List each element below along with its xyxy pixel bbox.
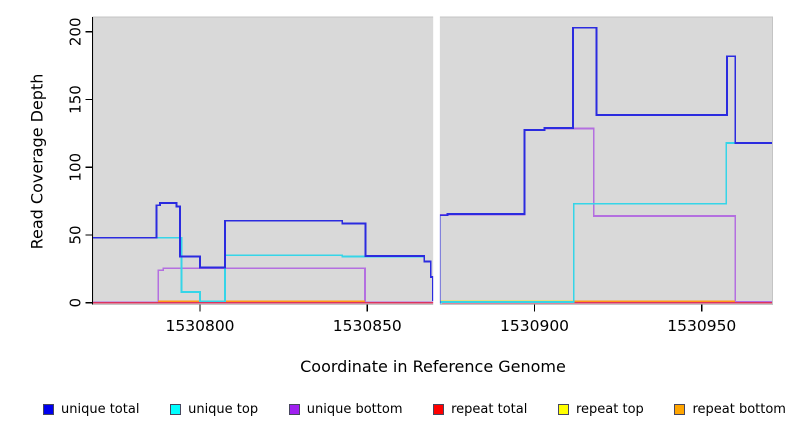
legend-item-repeat-total: repeat total bbox=[433, 401, 528, 417]
series-unique-total bbox=[93, 26, 772, 304]
legend-item-unique-total: unique total bbox=[43, 401, 140, 417]
y-tick-label: 0 bbox=[67, 298, 85, 308]
x-tick-label: 1530900 bbox=[500, 317, 569, 335]
y-tick-label: 200 bbox=[67, 17, 85, 46]
y-axis-label: Read Coverage Depth bbox=[27, 73, 47, 250]
plot-panel bbox=[92, 16, 773, 305]
x-axis-label: Coordinate in Reference Genome bbox=[300, 357, 566, 376]
x-tick-label: 1530850 bbox=[333, 317, 402, 335]
legend-swatch-icon bbox=[288, 403, 300, 415]
legend-swatch-icon bbox=[43, 403, 54, 415]
legend-swatch-icon bbox=[558, 403, 569, 415]
coverage-gap-band bbox=[433, 15, 440, 306]
x-tick-label: 1530800 bbox=[166, 317, 235, 335]
legend-label: unique total bbox=[61, 401, 140, 417]
y-tick-label: 150 bbox=[67, 85, 85, 114]
legend-item-repeat-top: repeat top bbox=[558, 401, 644, 417]
legend-label: repeat bottom bbox=[692, 401, 786, 417]
legend-swatch-icon bbox=[674, 403, 686, 415]
legend-label: unique top bbox=[188, 401, 259, 417]
legend-item-repeat-bottom: repeat bottom bbox=[674, 401, 786, 417]
legend-swatch-icon bbox=[433, 403, 445, 415]
legend-swatch-icon bbox=[170, 403, 182, 415]
legend-item-unique-bottom: unique bottom bbox=[288, 401, 403, 417]
chart-legend: unique total unique top unique bottom repea… bbox=[43, 398, 786, 420]
legend-label: repeat total bbox=[451, 401, 528, 417]
y-tick-label: 100 bbox=[67, 153, 85, 182]
x-tick-label: 1530950 bbox=[667, 317, 736, 335]
y-tick-label: 50 bbox=[67, 225, 85, 244]
legend-label: repeat top bbox=[576, 401, 644, 417]
legend-label: unique bottom bbox=[306, 401, 403, 417]
legend-item-unique-top: unique top bbox=[170, 401, 259, 417]
